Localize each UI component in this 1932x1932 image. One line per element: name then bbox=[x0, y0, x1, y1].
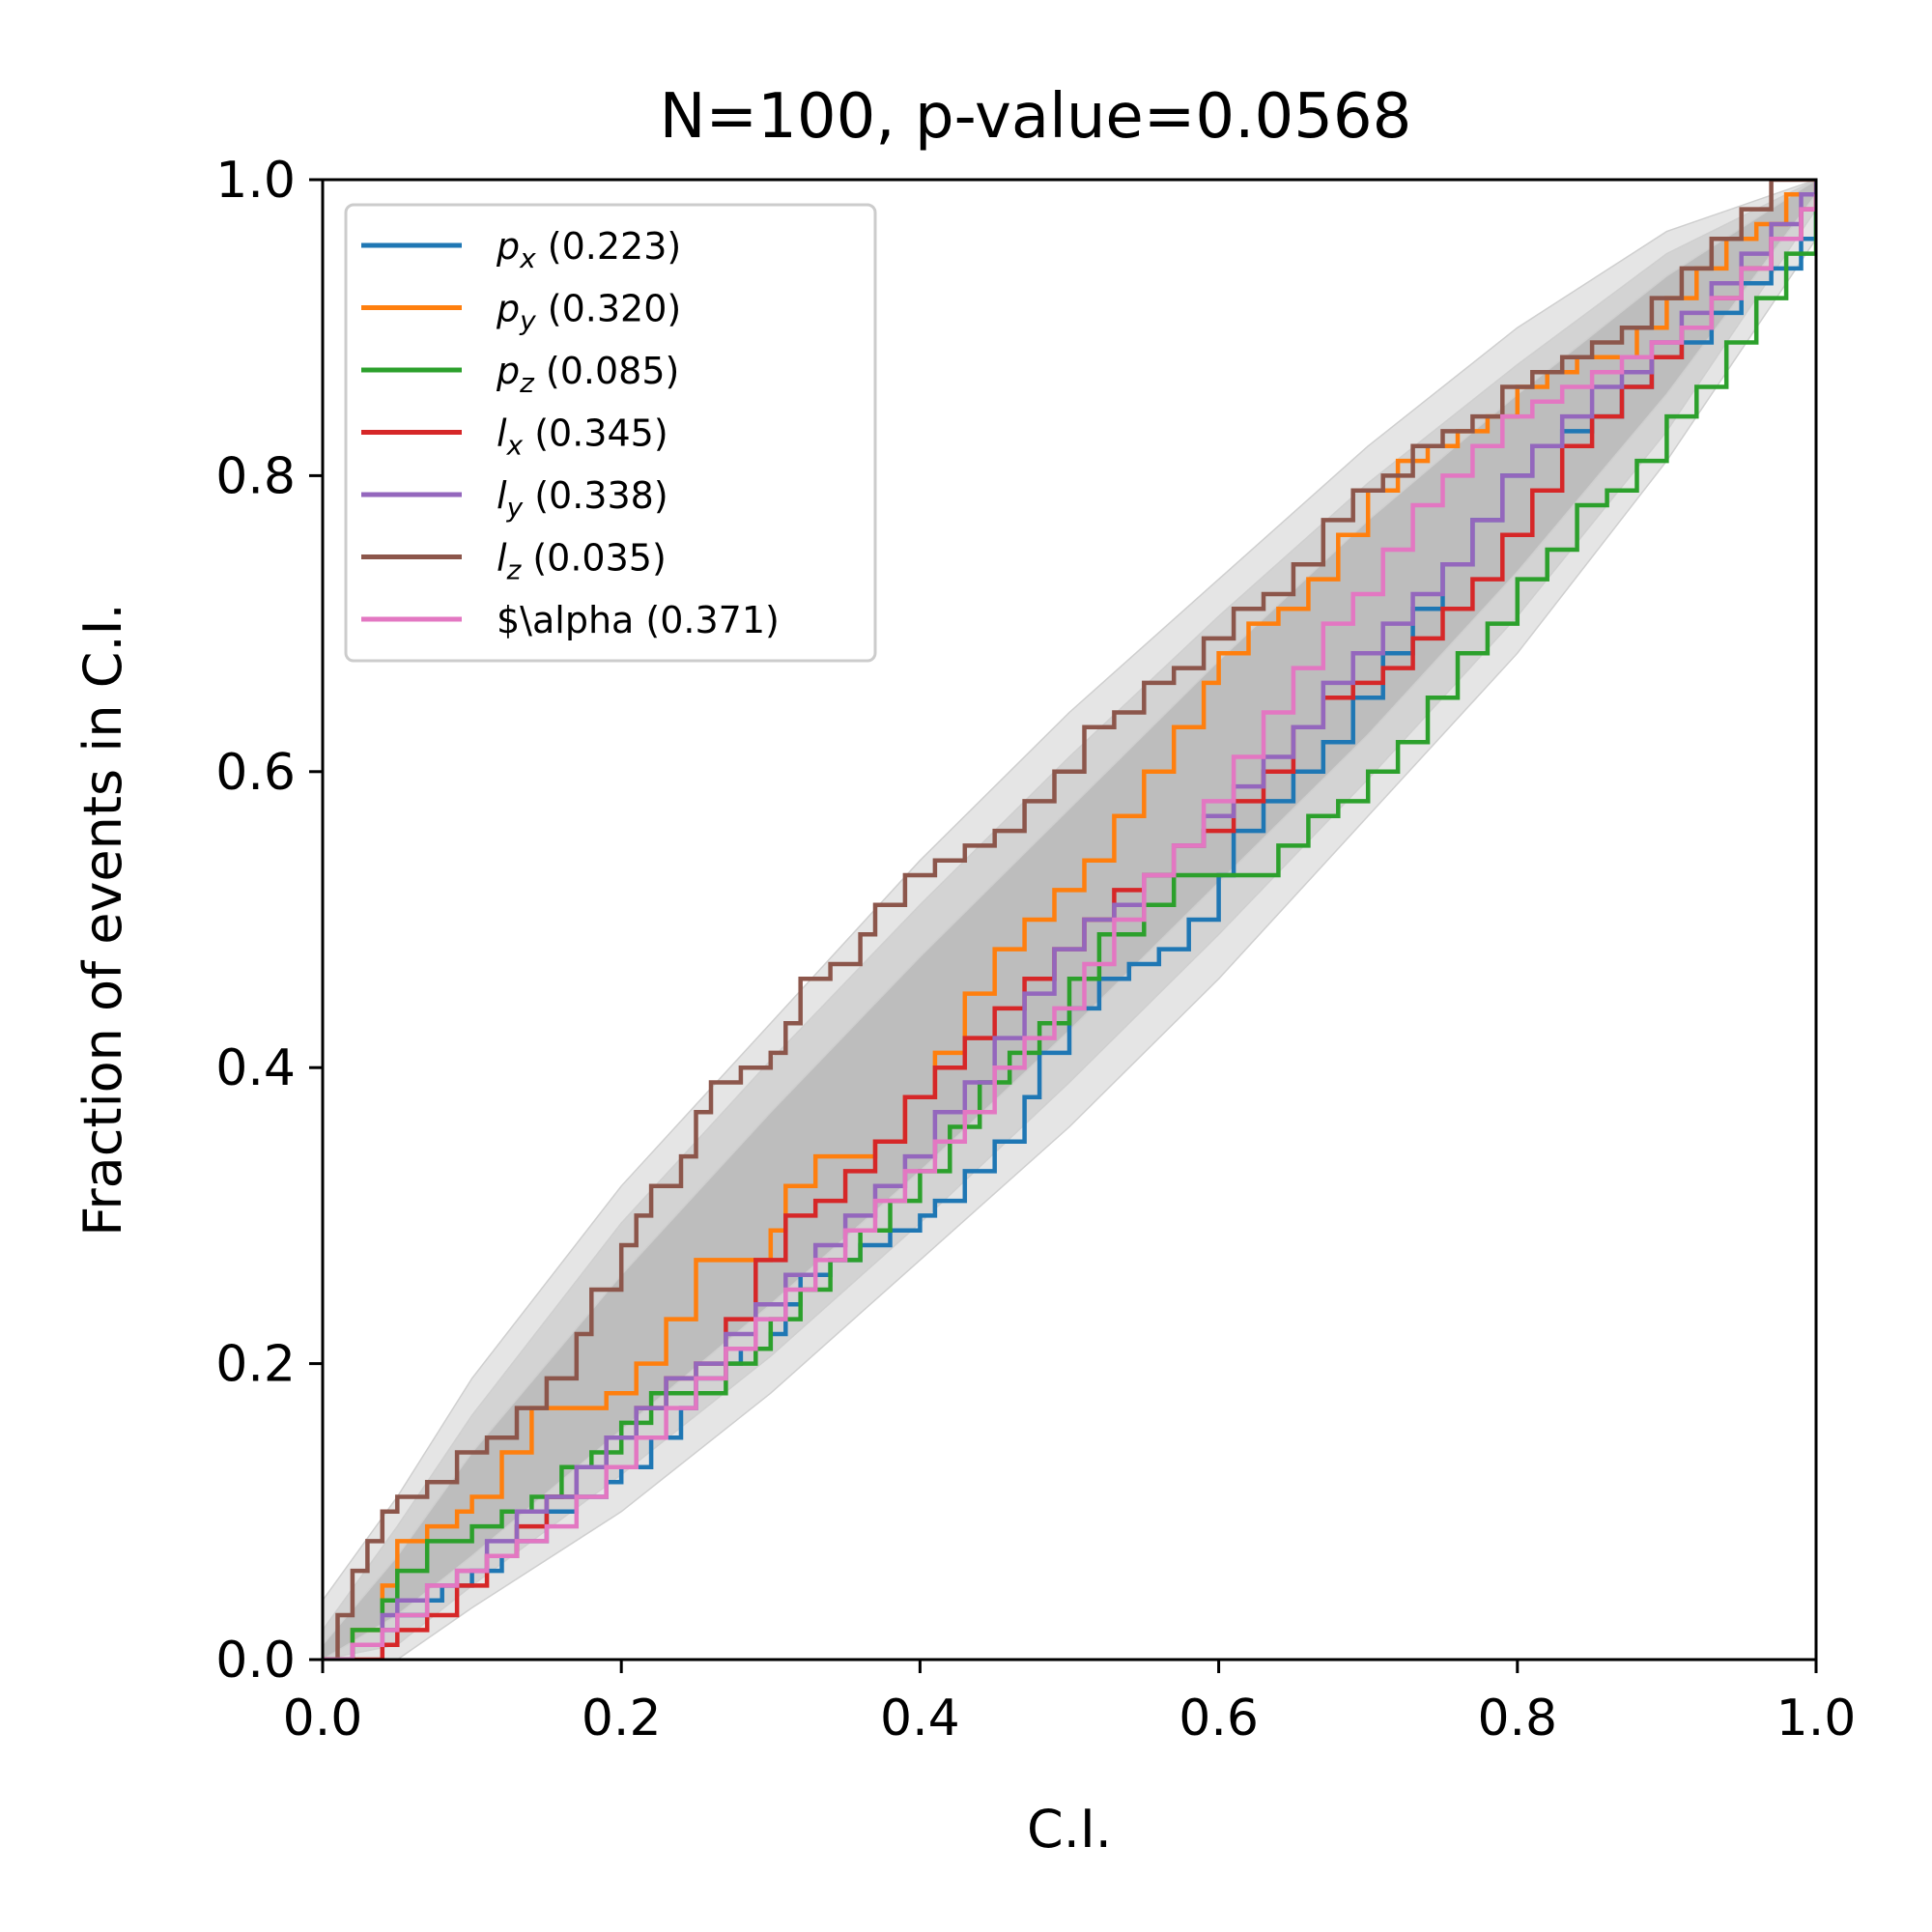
plot-area bbox=[321, 178, 1818, 1662]
y-tick-label: 1.0 bbox=[215, 152, 296, 210]
series-line-5 bbox=[323, 180, 1816, 1660]
x-tick-label: 0.6 bbox=[1179, 1690, 1259, 1747]
legend-label: $\alpha (0.371) bbox=[497, 599, 780, 641]
legend-label: lz (0.035) bbox=[497, 537, 667, 586]
legend-label: py (0.320) bbox=[496, 288, 681, 337]
y-axis-label: Fraction of events in C.I. bbox=[72, 603, 133, 1236]
x-axis-label: C.I. bbox=[1027, 1799, 1112, 1860]
x-tick-label: 0.0 bbox=[283, 1690, 363, 1747]
y-tick-label: 0.6 bbox=[215, 744, 296, 802]
x-axis: 0.0 0.2 0.4 0.6 0.8 1.0 bbox=[283, 1660, 1857, 1747]
y-tick-label: 0.4 bbox=[215, 1039, 296, 1097]
legend-label: ly (0.338) bbox=[497, 474, 668, 524]
legend: px (0.223) py (0.320) pz (0.085) lx (0.345)… bbox=[344, 203, 877, 663]
y-tick-label: 0.0 bbox=[215, 1632, 296, 1690]
legend-box bbox=[344, 203, 877, 663]
chart-title: N=100, p-value=0.0568 bbox=[660, 81, 1412, 153]
legend-label: pz (0.085) bbox=[496, 350, 679, 399]
x-tick-label: 0.2 bbox=[582, 1690, 662, 1747]
series-lines bbox=[323, 180, 1816, 1660]
x-tick-label: 0.8 bbox=[1477, 1690, 1557, 1747]
y-axis: 0.0 0.2 0.4 0.6 0.8 1.0 bbox=[215, 152, 323, 1690]
legend-label: lx (0.345) bbox=[497, 412, 668, 462]
y-tick-label: 0.2 bbox=[215, 1336, 296, 1394]
plot-frame bbox=[321, 178, 1818, 1662]
x-tick-label: 0.4 bbox=[880, 1690, 960, 1747]
legend-label: px (0.223) bbox=[496, 225, 681, 274]
series-line-6 bbox=[323, 194, 1816, 1660]
x-tick-label: 1.0 bbox=[1776, 1690, 1857, 1747]
y-tick-label: 0.8 bbox=[215, 447, 296, 505]
